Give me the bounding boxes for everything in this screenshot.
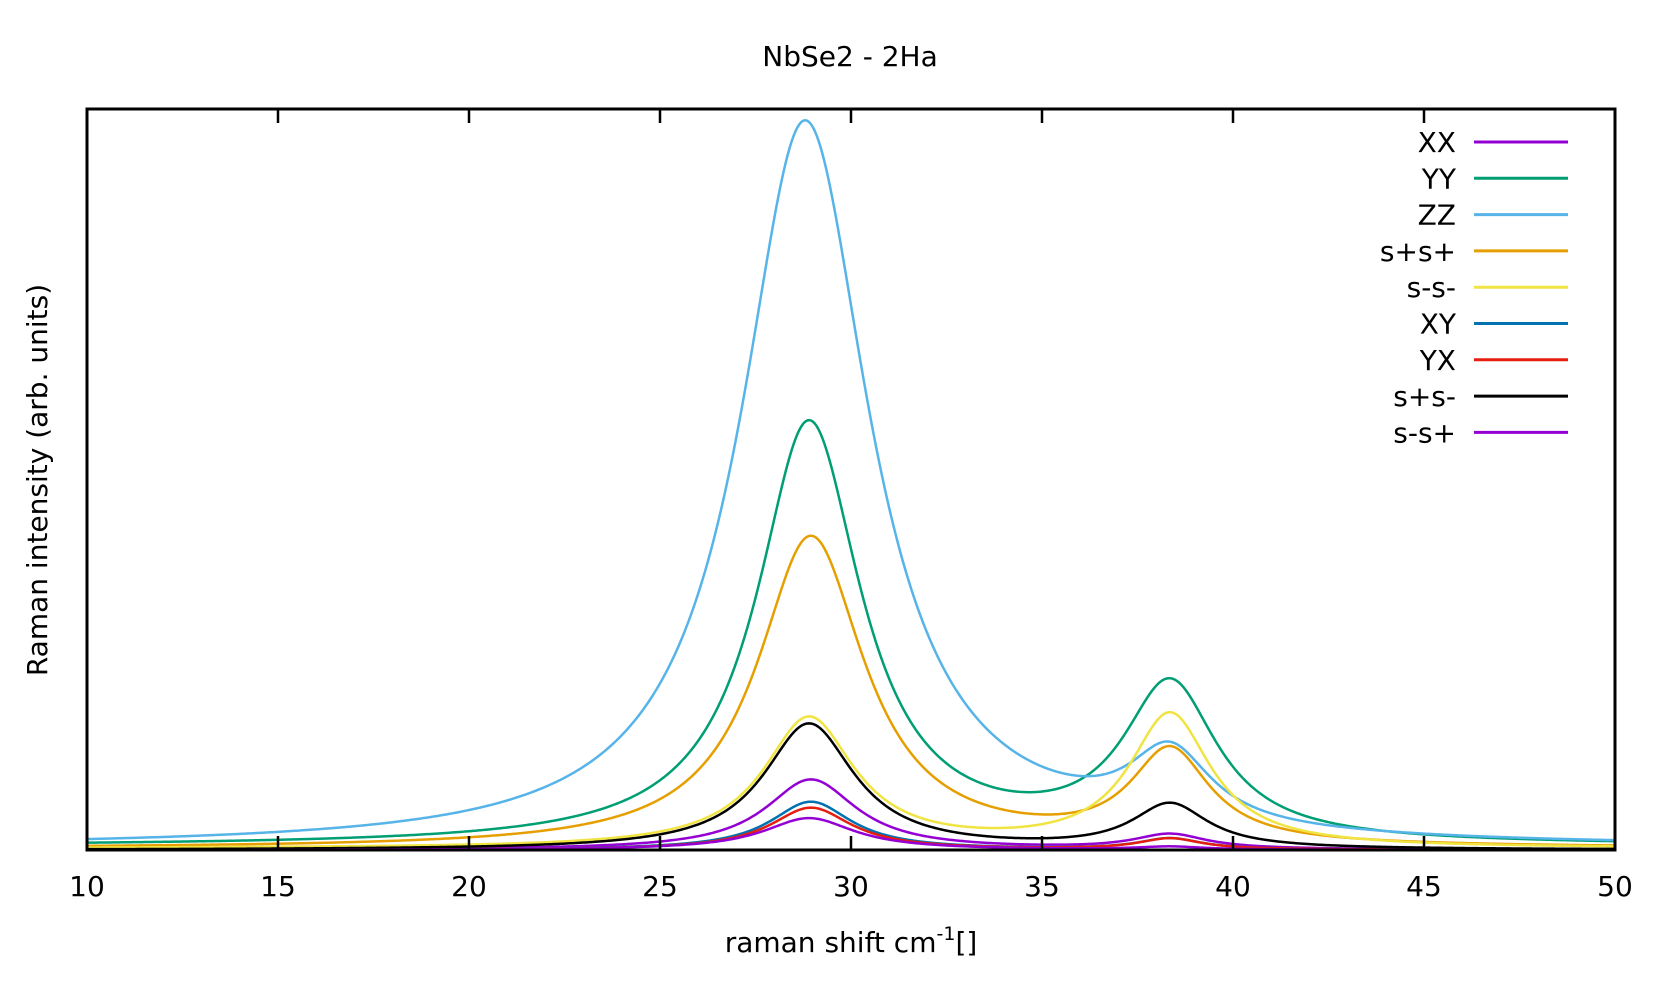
x-tick-label: 35 [1024, 870, 1060, 903]
legend-item: s+s- [1393, 380, 1568, 413]
legend-label: s-s- [1407, 271, 1456, 304]
x-tick-label: 30 [833, 870, 869, 903]
legend-item: YY [1421, 162, 1568, 195]
x-tick-label: 15 [260, 870, 296, 903]
x-tick-label: 25 [642, 870, 678, 903]
legend-label: ZZ [1418, 199, 1456, 232]
y-axis-title: Raman intensity (arb. units) [21, 284, 54, 676]
legend-label: YY [1421, 162, 1457, 195]
legend-item: s+s+ [1380, 235, 1568, 268]
x-tick-label: 10 [69, 870, 105, 903]
ticks-layer: 10 15 20 25 30 35 40 45 50 [69, 109, 1633, 903]
x-tick-label: 40 [1215, 870, 1251, 903]
legend-item: s-s- [1407, 271, 1568, 304]
series-line-7 [87, 722, 1616, 851]
legend-label: s+s+ [1380, 235, 1456, 268]
x-axis-title-suffix: [] [955, 926, 977, 959]
legend-item: XY [1420, 308, 1568, 341]
x-tick-label: 50 [1597, 870, 1633, 903]
legend-item: YX [1419, 344, 1568, 377]
legend-label: XX [1418, 126, 1456, 159]
legend-item: s-s+ [1393, 416, 1568, 449]
x-axis-title: raman shift cm-1[] [725, 923, 978, 959]
x-tick-label: 20 [451, 870, 487, 903]
series-line-4 [86, 710, 1616, 849]
legend-label: s+s- [1393, 380, 1456, 413]
legend-item: XX [1418, 126, 1568, 159]
legend-label: s-s+ [1393, 416, 1456, 449]
x-axis-title-superscript: -1 [936, 923, 955, 945]
x-axis-title-prefix: raman shift cm [725, 926, 937, 959]
chart-title: NbSe2 - 2Ha [762, 40, 937, 73]
legend-item: ZZ [1418, 199, 1568, 232]
x-tick-label: 45 [1406, 870, 1442, 903]
series-line-2 [86, 119, 1616, 842]
legend-label: XY [1420, 308, 1457, 341]
legend-label: YX [1419, 344, 1456, 377]
